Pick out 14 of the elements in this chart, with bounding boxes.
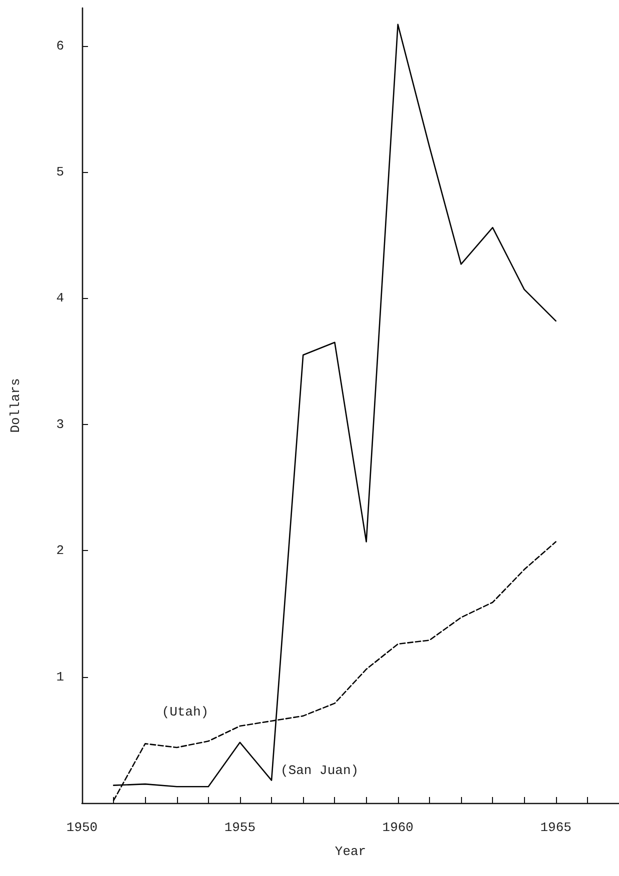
series-label: (Utah) <box>162 704 209 720</box>
y-tick-label: 3 <box>56 416 64 432</box>
series-label: (San Juan) <box>280 762 359 778</box>
y-tick-label: 6 <box>56 38 64 54</box>
y-tick-label: 4 <box>56 290 64 306</box>
x-axis-title: Year <box>334 844 366 859</box>
y-tick-label: 5 <box>56 164 64 180</box>
x-tick-label: 1950 <box>66 820 98 835</box>
y-axis-title: Dollars <box>8 378 23 433</box>
x-tick-label: 1960 <box>382 820 414 835</box>
x-tick-label: 1955 <box>224 820 256 835</box>
y-tick-label: 1 <box>56 669 64 684</box>
y-tick-label: 2 <box>56 543 64 558</box>
x-tick-label: 1965 <box>540 820 572 835</box>
